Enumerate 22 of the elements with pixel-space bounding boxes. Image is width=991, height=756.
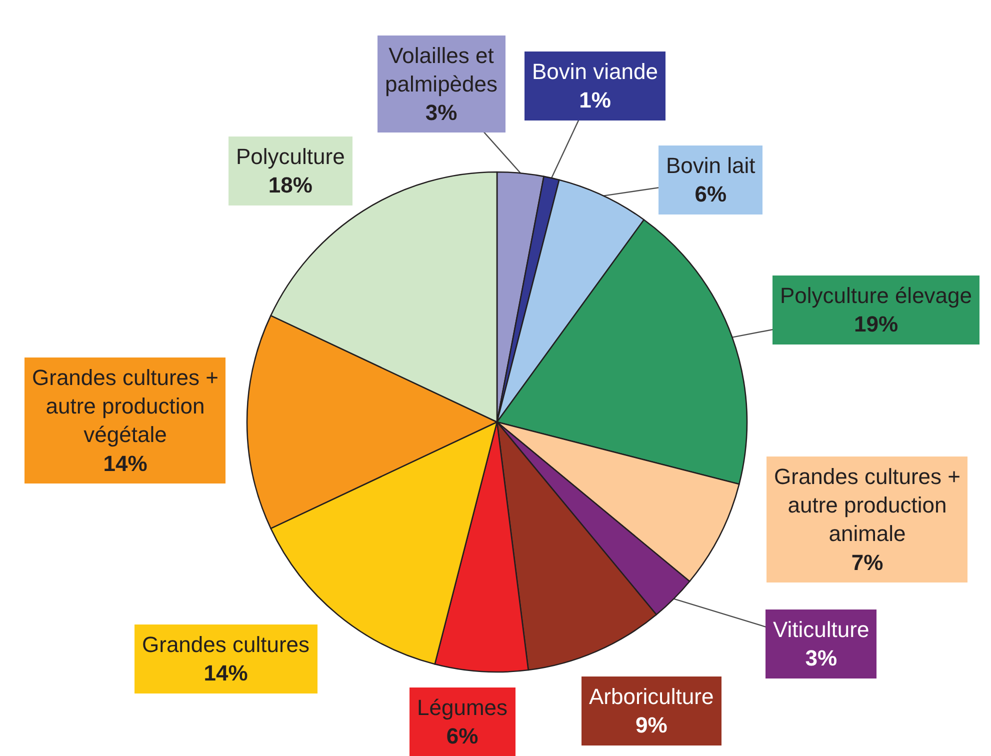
slice-label: Polyculture [236, 144, 345, 169]
data-label: 14% [103, 450, 148, 476]
data-label: 14% [204, 660, 248, 686]
data-label: 19% [854, 312, 898, 337]
slice-label: Grandes cultures [142, 632, 310, 657]
data-label: 1% [579, 88, 611, 113]
data-label: 7% [851, 550, 884, 575]
slice-label: Arboriculture [589, 684, 714, 709]
slice-label: Volailles et palmipèdes [385, 43, 498, 97]
data-label: 6% [694, 182, 727, 207]
data-label: 6% [446, 724, 478, 749]
data-label: 3% [425, 100, 458, 126]
slice-label: Grandes cultures + autre production animale [774, 464, 960, 546]
slice-label: Bovin viande [532, 59, 658, 84]
data-label: 9% [635, 712, 668, 738]
slice-label: Polyculture élevage [780, 283, 972, 308]
data-label: 3% [805, 646, 837, 671]
data-label: 18% [268, 172, 312, 198]
slice-label: Viticulture [773, 617, 870, 642]
slice-label: Grandes cultures + autre production végétale [32, 365, 218, 448]
slice-label: Légumes [417, 695, 508, 720]
slice-label: Bovin lait [666, 153, 756, 178]
